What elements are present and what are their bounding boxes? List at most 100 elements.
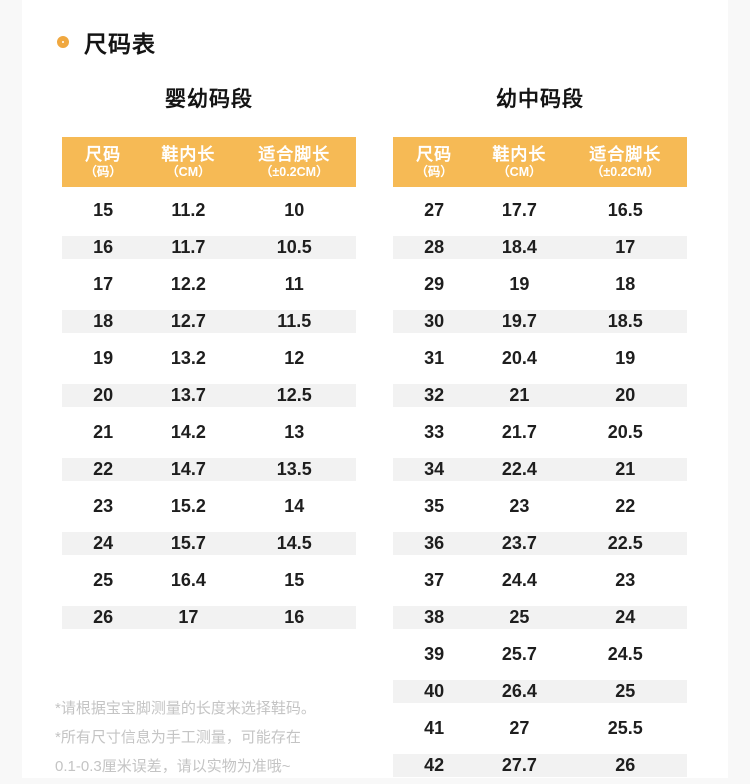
size-cell: 28: [424, 237, 445, 257]
column-header-size: 尺码 （码）: [393, 137, 475, 187]
table-row: 35 23 22: [393, 488, 687, 525]
table-row: 22 14.7 13.5: [62, 451, 356, 488]
table-row: 31 20.4 19: [393, 340, 687, 377]
table-header: 尺码 （码） 鞋内长 （CM） 适合脚长 （±0.2CM）: [393, 137, 687, 187]
foot-length-cell: 15: [284, 570, 305, 590]
inner-length-cell: 26.4: [501, 681, 537, 701]
size-cell: 20: [93, 385, 114, 405]
inner-length-cell: 21: [509, 385, 530, 405]
foot-length-cell: 19: [615, 348, 636, 368]
table-row: 27 17.7 16.5: [393, 192, 687, 229]
table-row: 25 16.4 15: [62, 562, 356, 599]
table-header: 尺码 （码） 鞋内长 （CM） 适合脚长 （±0.2CM）: [62, 137, 356, 187]
inner-length-cell: 21.7: [501, 422, 537, 442]
column-header-foot-length: 适合脚长 （±0.2CM）: [233, 137, 356, 187]
ring-icon: [57, 36, 69, 48]
table-row: 37 24.4 23: [393, 562, 687, 599]
footnote-line: *所有尺寸信息为手工测量，可能存在: [55, 729, 301, 746]
foot-length-cell: 25: [615, 681, 636, 701]
size-cell: 30: [424, 311, 445, 331]
size-cell: 17: [93, 274, 114, 294]
column-unit: （CM）: [166, 164, 211, 179]
foot-length-cell: 12.5: [276, 385, 312, 405]
inner-length-cell: 22.4: [501, 459, 537, 479]
size-cell: 18: [93, 311, 114, 331]
inner-length-cell: 24.4: [501, 570, 537, 590]
foot-length-cell: 14.5: [276, 533, 312, 553]
inner-length-cell: 19.7: [501, 311, 537, 331]
table-row: 32 21 20: [393, 377, 687, 414]
table-row: 23 15.2 14: [62, 488, 356, 525]
table-row: 28 18.4 17: [393, 229, 687, 266]
column-label: 尺码: [85, 144, 122, 164]
inner-length-cell: 23.7: [501, 533, 537, 553]
size-cell: 27: [424, 200, 445, 220]
size-cell: 33: [424, 422, 445, 442]
column-label: 鞋内长: [161, 144, 216, 164]
table-row: 38 25 24: [393, 599, 687, 636]
size-cell: 39: [424, 644, 445, 664]
column-unit: （CM）: [497, 164, 542, 179]
size-cell: 29: [424, 274, 445, 294]
foot-length-cell: 13.5: [276, 459, 312, 479]
column-label: 尺码: [416, 144, 453, 164]
inner-length-cell: 27.7: [501, 755, 537, 775]
size-cell: 37: [424, 570, 445, 590]
column-header-foot-length: 适合脚长 （±0.2CM）: [564, 137, 687, 187]
inner-length-cell: 16.4: [170, 570, 206, 590]
table-title: 婴幼码段: [165, 88, 253, 111]
foot-length-cell: 16.5: [607, 200, 643, 220]
size-cell: 21: [93, 422, 114, 442]
column-unit: （±0.2CM）: [259, 164, 329, 179]
table-row: 17 12.2 11: [62, 266, 356, 303]
inner-length-cell: 13.2: [170, 348, 206, 368]
table-row: 42 27.7 26: [393, 747, 687, 784]
size-cell: 31: [424, 348, 445, 368]
column-label: 适合脚长: [258, 144, 331, 164]
foot-length-cell: 11.5: [277, 311, 312, 331]
inner-length-cell: 27: [509, 718, 530, 738]
inner-length-cell: 14.7: [170, 459, 206, 479]
inner-length-cell: 18.4: [501, 237, 537, 257]
inner-length-cell: 15.2: [170, 496, 206, 516]
foot-length-cell: 23: [615, 570, 636, 590]
foot-length-cell: 24.5: [607, 644, 643, 664]
table-row: 24 15.7 14.5: [62, 525, 356, 562]
inner-length-cell: 12.2: [170, 274, 206, 294]
size-cell: 38: [424, 607, 445, 627]
size-table-infant: 婴幼码段 尺码 （码） 鞋内长 （CM） 适合脚长 （±0.2CM） 15 11.…: [62, 88, 356, 636]
table-row: 34 22.4 21: [393, 451, 687, 488]
size-table-junior: 幼中码段 尺码 （码） 鞋内长 （CM） 适合脚长 （±0.2CM） 27 17.…: [393, 88, 687, 784]
foot-length-cell: 20: [615, 385, 636, 405]
table-rows: 15 11.2 10 16 11.7 10.5 17 12.2 11 18 12.7 11.5 19 13…: [62, 192, 356, 636]
size-cell: 35: [424, 496, 445, 516]
inner-length-cell: 14.2: [170, 422, 206, 442]
footnote-line: *请根据宝宝脚测量的长度来选择鞋码。: [55, 700, 316, 717]
column-header-inner-length: 鞋内长 （CM）: [144, 137, 232, 187]
foot-length-cell: 24: [615, 607, 636, 627]
size-cell: 19: [93, 348, 114, 368]
inner-length-cell: 25: [509, 607, 530, 627]
table-row: 36 23.7 22.5: [393, 525, 687, 562]
inner-length-cell: 11.2: [171, 200, 206, 220]
column-label: 适合脚长: [589, 144, 662, 164]
table-row: 41 27 25.5: [393, 710, 687, 747]
inner-length-cell: 19: [509, 274, 530, 294]
column-unit: （码）: [415, 164, 453, 179]
size-cell: 40: [424, 681, 445, 701]
table-row: 16 11.7 10.5: [62, 229, 356, 266]
foot-length-cell: 10.5: [276, 237, 312, 257]
size-cell: 15: [93, 200, 114, 220]
table-title: 幼中码段: [496, 88, 584, 111]
size-cell: 26: [93, 607, 114, 627]
inner-length-cell: 25.7: [501, 644, 537, 664]
column-unit: （码）: [84, 164, 122, 179]
table-row: 19 13.2 12: [62, 340, 356, 377]
inner-length-cell: 12.7: [170, 311, 206, 331]
foot-length-cell: 22: [615, 496, 636, 516]
inner-length-cell: 20.4: [501, 348, 537, 368]
column-label: 鞋内长: [492, 144, 547, 164]
table-rows: 27 17.7 16.5 28 18.4 17 29 19 18 30 19.7 18.5 31 20.4…: [393, 192, 687, 784]
foot-length-cell: 13: [284, 422, 305, 442]
foot-length-cell: 16: [284, 607, 305, 627]
